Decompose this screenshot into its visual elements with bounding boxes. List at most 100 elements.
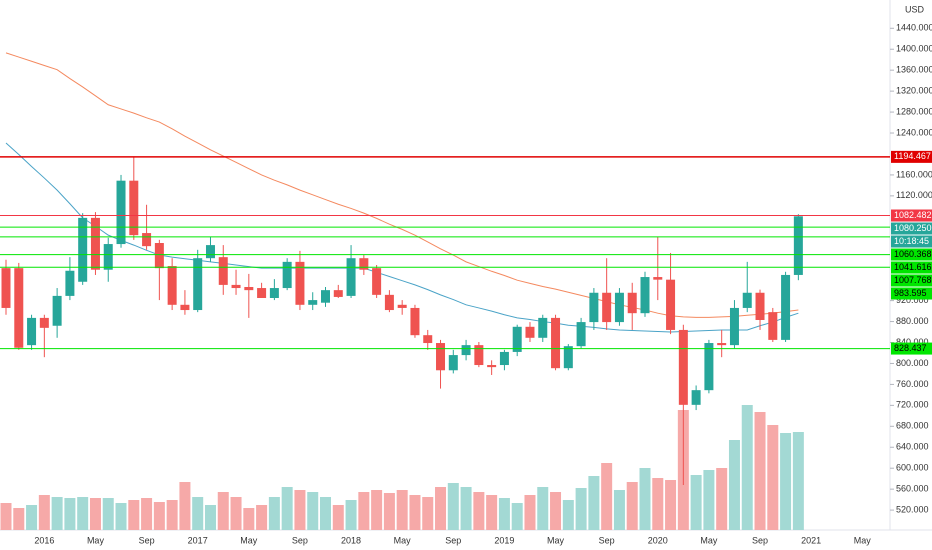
- candle-body: [129, 180, 139, 236]
- volume-bar: [128, 500, 140, 530]
- price-label: 1060.368: [894, 249, 932, 259]
- x-tick-label: Sep: [445, 535, 461, 545]
- candle-body: [205, 245, 215, 259]
- volume-bar: [741, 405, 753, 530]
- candle-body: [244, 286, 254, 291]
- volume-bar: [435, 487, 447, 530]
- candle-body: [691, 390, 701, 405]
- price-label: 1194.467: [894, 151, 931, 161]
- volume-bar: [166, 500, 178, 530]
- candle-body: [359, 258, 369, 270]
- volume-bar: [115, 503, 127, 530]
- candle-body: [180, 304, 190, 311]
- candle-body: [90, 217, 100, 270]
- volume-bar: [652, 478, 664, 530]
- price-label-bg: [891, 274, 932, 287]
- volume-bar: [728, 440, 740, 530]
- volume-bar: [601, 463, 613, 530]
- x-tick-label: May: [87, 535, 105, 545]
- volume-bar: [409, 495, 421, 530]
- y-tick-label: 1360.000: [896, 65, 932, 75]
- y-tick-label: 1280.000: [896, 106, 932, 116]
- volume-bar: [562, 500, 574, 530]
- candle-body: [525, 326, 535, 338]
- candle-body: [308, 300, 318, 305]
- price-label: 1007.768: [894, 275, 932, 285]
- candle-body: [448, 355, 458, 371]
- price-label-bg: [891, 287, 932, 300]
- candle-body: [487, 365, 497, 368]
- x-tick-label: Sep: [292, 535, 308, 545]
- volume-bar: [780, 433, 792, 530]
- volume-bar: [358, 492, 370, 530]
- candle-body: [653, 277, 663, 280]
- countdown: 10:18:45: [894, 236, 929, 246]
- y-tick-label: 1240.000: [896, 127, 932, 137]
- candle-body: [551, 317, 561, 369]
- x-tick-label: May: [240, 535, 258, 545]
- volume-bar: [371, 490, 383, 530]
- candle-body: [384, 294, 394, 311]
- x-tick-label: 2019: [494, 535, 514, 545]
- volume-bar: [307, 492, 319, 530]
- y-tick-label: 720.000: [896, 400, 929, 410]
- x-tick-label: 2021: [801, 535, 821, 545]
- price-label: 1041.616: [894, 262, 932, 272]
- candle-body: [14, 268, 24, 348]
- y-tick-label: 1440.000: [896, 23, 932, 33]
- y-tick-label: 600.000: [896, 463, 929, 473]
- candle-body: [512, 326, 522, 352]
- volume-bar: [639, 468, 651, 530]
- candle-body: [218, 257, 228, 285]
- volume-bar: [486, 495, 498, 530]
- price-label-bg: [891, 150, 932, 163]
- candle-body: [397, 304, 407, 308]
- volume-bar: [626, 482, 638, 530]
- y-tick-label: 520.000: [896, 504, 929, 514]
- currency-label: USD: [905, 4, 925, 14]
- volume-bar: [716, 468, 728, 530]
- candle-body: [729, 307, 739, 346]
- volume-bar: [268, 497, 280, 530]
- volume-bar: [537, 487, 549, 530]
- candle-body: [589, 292, 599, 323]
- price-label-bg: [891, 342, 932, 355]
- price-label-bg: [891, 209, 932, 222]
- candle-body: [678, 329, 688, 405]
- volume-bar: [281, 487, 293, 530]
- x-tick-label: May: [394, 535, 412, 545]
- candle-body: [768, 312, 778, 340]
- volume-bar: [13, 508, 25, 530]
- candle-body: [167, 266, 177, 305]
- y-tick-label: 680.000: [896, 421, 929, 431]
- volume-bar: [792, 432, 804, 530]
- y-tick-label: 800.000: [896, 358, 929, 368]
- candle-body: [295, 261, 305, 305]
- x-tick-label: May: [547, 535, 565, 545]
- price-label-bg: [891, 222, 932, 235]
- volume-bar: [345, 500, 357, 530]
- volume-bar: [473, 492, 485, 530]
- volume-bar: [511, 503, 523, 530]
- volume-bar: [256, 505, 268, 530]
- y-tick-label: 560.000: [896, 484, 929, 494]
- candle-body: [333, 290, 343, 297]
- volume-bar: [230, 497, 242, 530]
- candle-body: [321, 290, 330, 303]
- x-tick-label: May: [854, 535, 872, 545]
- candle-body: [755, 292, 765, 320]
- candle-body: [461, 345, 471, 356]
- candle-body: [704, 343, 714, 391]
- volume-bar: [588, 476, 600, 530]
- volume-bar: [204, 505, 216, 530]
- volume-bar: [575, 488, 587, 530]
- volume-bar: [383, 493, 395, 530]
- candle-body: [39, 317, 49, 328]
- candle-body: [282, 261, 292, 289]
- candle-body: [436, 343, 446, 371]
- price-label-bg: [891, 248, 932, 261]
- x-tick-label: May: [700, 535, 718, 545]
- candle-body: [538, 317, 548, 338]
- candle-body: [231, 284, 241, 289]
